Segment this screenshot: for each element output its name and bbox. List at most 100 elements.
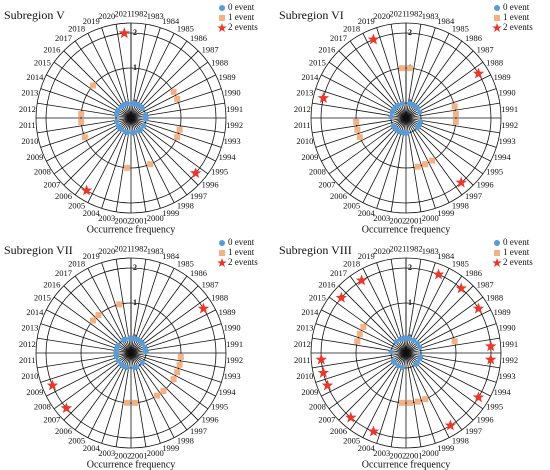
point-1: [356, 134, 363, 141]
point-0: [417, 356, 423, 362]
point-1: [399, 65, 406, 72]
point-1: [452, 111, 459, 118]
point-1: [354, 126, 361, 133]
point-0: [139, 340, 146, 346]
spoke: [405, 352, 422, 447]
point-1: [89, 82, 96, 89]
point-1: [356, 330, 363, 337]
spoke: [405, 352, 436, 444]
point-1: [147, 161, 154, 168]
point-0: [411, 337, 417, 343]
legend-label: 0 event: [503, 2, 530, 12]
year-label: 2014: [301, 307, 319, 317]
panel: 0121982198319841985198619871988198919901…: [279, 2, 533, 235]
point-0: [127, 335, 133, 341]
spoke: [328, 296, 407, 354]
spoke: [312, 117, 407, 134]
year-label: 2016: [43, 44, 60, 54]
year-label: 2018: [68, 23, 85, 33]
year-label: 2021: [389, 8, 406, 18]
year-label: 2000: [147, 448, 164, 458]
legend-label: 0 event: [228, 2, 255, 12]
x-axis-label: Occurrence frequency: [87, 459, 176, 470]
point-0: [414, 340, 421, 346]
point-2: [455, 176, 467, 188]
grid-ring: [80, 67, 182, 169]
year-label: 2014: [26, 72, 44, 82]
legend-label: 0 event: [228, 237, 255, 247]
year-label: 2002: [389, 451, 406, 461]
year-label: 2019: [358, 251, 375, 261]
point-2: [367, 33, 380, 45]
year-label: 2003: [373, 213, 390, 223]
spoke: [405, 337, 500, 354]
year-label: 2008: [34, 401, 51, 411]
year-label: 1994: [219, 387, 237, 397]
year-label: 2014: [301, 72, 319, 82]
year-label: 2010: [21, 136, 38, 146]
year-label: 1997: [465, 426, 482, 436]
point-1: [429, 157, 436, 164]
year-label: 2004: [83, 443, 101, 453]
point-1: [422, 161, 429, 168]
year-label: 1990: [224, 323, 241, 333]
point-0: [115, 358, 121, 364]
year-label: 2008: [309, 401, 326, 411]
year-label: 1993: [499, 136, 516, 146]
year-label: 2015: [309, 58, 326, 68]
x-axis-label: Occurrence frequency: [362, 224, 451, 235]
legend-label: 1 event: [228, 247, 255, 257]
point-1: [131, 399, 138, 406]
spoke: [130, 352, 225, 369]
point-2: [444, 419, 457, 431]
year-label: 1995: [211, 166, 228, 176]
panel: 0121982198319841985198619871988198919901…: [279, 237, 533, 470]
point-1: [176, 361, 183, 368]
year-label: 2020: [373, 246, 390, 256]
year-label: 1984: [162, 16, 180, 26]
year-label: 1991: [501, 104, 518, 114]
year-label: 1987: [202, 279, 219, 289]
year-label: 2021: [114, 8, 131, 18]
year-label: 2001: [406, 451, 423, 461]
point-1: [170, 376, 177, 383]
year-label: 1992: [501, 120, 518, 130]
point-2: [317, 92, 330, 104]
point-1: [414, 163, 421, 170]
point-1: [95, 311, 102, 318]
grid-ring: [80, 302, 182, 404]
point-0: [395, 102, 401, 108]
panel-title: Subregion V: [4, 8, 65, 22]
panel: 0121982198319841985198619871988198919901…: [4, 2, 258, 235]
year-label: 2004: [358, 208, 376, 218]
point-0: [129, 130, 135, 136]
year-label: 2016: [318, 279, 335, 289]
year-label: 2012: [294, 104, 311, 114]
point-1: [174, 369, 181, 376]
year-label: 2013: [296, 88, 313, 98]
year-label: 1998: [177, 436, 194, 446]
point-0: [122, 336, 128, 342]
year-label: 1989: [494, 307, 511, 317]
year-label: 1993: [224, 371, 241, 381]
year-label: 1984: [437, 16, 455, 26]
year-label: 2002: [389, 216, 406, 226]
point-2: [189, 167, 202, 179]
year-label: 2017: [330, 268, 347, 278]
year-label: 1995: [486, 401, 503, 411]
point-0: [393, 338, 399, 345]
point-0: [143, 116, 149, 122]
year-label: 1995: [486, 166, 503, 176]
legend-swatch: [492, 23, 502, 33]
legend-swatch: [494, 5, 500, 11]
radial-tick-label: 2: [408, 263, 412, 272]
year-label: 2005: [68, 201, 85, 211]
point-0: [414, 125, 421, 131]
point-0: [413, 361, 419, 368]
spoke: [63, 285, 132, 354]
year-label: 2001: [131, 216, 148, 226]
year-label: 2000: [422, 213, 439, 223]
legend-swatch: [219, 240, 225, 246]
year-label: 1998: [452, 436, 469, 446]
year-label: 1994: [494, 152, 512, 162]
